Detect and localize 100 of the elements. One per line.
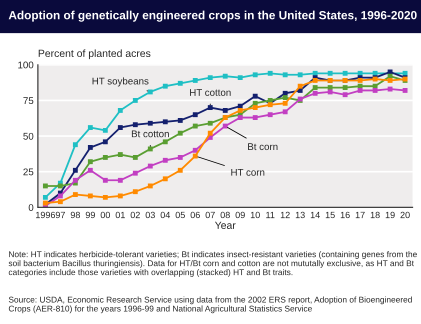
- point: [132, 98, 138, 103]
- x-tick-label: 17: [356, 212, 365, 218]
- point: [132, 122, 138, 128]
- point: [312, 85, 318, 90]
- chart-title: Adoption of genetically engineered crops in the United States, 1996-2020: [8, 10, 417, 22]
- x-tick-label: 13: [296, 212, 305, 218]
- x-tick-label: 14: [310, 212, 320, 218]
- point: [148, 89, 153, 94]
- point: [372, 88, 378, 93]
- point: [208, 75, 213, 80]
- x-tick-label: 97: [56, 212, 65, 218]
- x-tick-label: 07: [206, 212, 215, 218]
- x-tick-label: 11: [266, 212, 274, 218]
- point: [358, 78, 363, 83]
- point: [42, 184, 48, 188]
- x-tick-label: 08: [220, 212, 230, 218]
- point: [132, 155, 138, 160]
- x-tick-label: 03: [146, 212, 155, 218]
- x-tick-label: 99: [86, 212, 95, 218]
- point: [328, 89, 333, 94]
- point: [192, 124, 198, 129]
- text: Bt corn: [248, 143, 278, 150]
- point: [102, 155, 108, 160]
- point: [102, 178, 108, 183]
- point: [132, 189, 138, 194]
- point: [312, 90, 318, 96]
- point: [342, 85, 348, 90]
- point: [268, 70, 273, 76]
- point: [88, 168, 93, 173]
- point: [58, 199, 63, 204]
- x-tick-label: 19: [386, 212, 395, 218]
- y-tick-label: 50: [23, 132, 34, 140]
- point: [252, 115, 258, 120]
- point: [58, 194, 63, 198]
- x-tick-label: 01: [116, 212, 125, 218]
- point: [328, 85, 333, 90]
- point: [72, 192, 78, 197]
- y-axis-title: Percent of planted acres: [38, 49, 150, 60]
- point: [148, 184, 153, 188]
- point: [358, 88, 363, 93]
- point: [238, 115, 243, 120]
- point: [282, 109, 288, 114]
- x-tick-label: 05: [176, 212, 185, 218]
- x-tick-label: 09: [236, 212, 245, 218]
- x-tick-label: 15: [326, 212, 335, 218]
- y-tick-label: 75: [23, 97, 34, 104]
- point: [88, 145, 93, 150]
- source-note: Source: USDA, Economic Research Service using data from the 2002 ERS report, Adoption of Bioengineered Crops (AER-810) for the years 1996-99 and National Agricultural Statistics Service: [8, 296, 412, 314]
- point: [148, 164, 153, 168]
- point: [252, 94, 258, 99]
- point: [102, 194, 108, 200]
- x-tick-label: 98: [70, 212, 80, 218]
- point: [192, 154, 198, 158]
- x-tick-label: 06: [190, 212, 200, 218]
- point: [222, 108, 228, 113]
- point: [402, 88, 408, 93]
- point: [72, 168, 78, 173]
- text: Note: HT indicates herbicide-tolerant varieties; Bt indicates insect-resistant varieties (containing genes from the soil bacterium Bacillus thuringiensis). Data for HT/Bt corn and cotton are not mututally exclusive, as HT and Bt categories include those varieties with overlapping (stacked) HT and Bt traits.: [8, 251, 417, 277]
- point: [88, 194, 93, 198]
- y-tick-label: 100: [18, 62, 34, 68]
- point: [312, 78, 318, 83]
- point: [208, 105, 213, 110]
- point: [298, 72, 303, 78]
- x-tick-label: 04: [160, 212, 170, 218]
- point: [58, 184, 63, 188]
- series-label: HT soybeans: [92, 77, 149, 86]
- point: [282, 95, 288, 100]
- point: [178, 155, 183, 160]
- x-tick-label: 20: [400, 212, 410, 218]
- point: [192, 78, 198, 83]
- point: [102, 139, 108, 144]
- x-tick-label: 16: [340, 212, 350, 218]
- point: [388, 86, 393, 92]
- point: [252, 105, 258, 110]
- x-tick-label: 12: [280, 212, 290, 218]
- point: [88, 159, 93, 164]
- point: [328, 70, 333, 76]
- y-tick-label: 0: [28, 204, 34, 211]
- point: [72, 142, 78, 148]
- point: [118, 108, 123, 113]
- point: [342, 92, 348, 98]
- point: [342, 70, 348, 76]
- point: [178, 80, 183, 86]
- point: [102, 128, 108, 133]
- point: [222, 124, 228, 129]
- point: [298, 84, 303, 89]
- point: [148, 146, 153, 152]
- series-label: HT cotton: [190, 89, 231, 96]
- point: [118, 178, 123, 183]
- point: [132, 170, 138, 176]
- x-tick-label: 10: [250, 212, 260, 218]
- text: HT corn: [231, 168, 264, 176]
- point: [388, 78, 393, 83]
- point: [162, 176, 168, 182]
- point: [118, 194, 123, 198]
- point: [162, 119, 168, 124]
- series-label: Bt cotton: [132, 130, 169, 138]
- x-tick-label: 1996: [36, 212, 56, 218]
- point: [72, 178, 78, 183]
- x-tick-label: 18: [370, 212, 380, 218]
